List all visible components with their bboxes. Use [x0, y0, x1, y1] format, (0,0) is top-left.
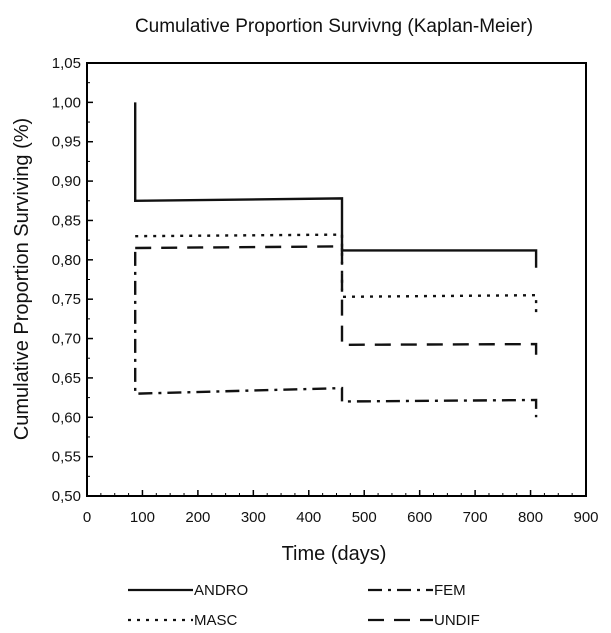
- legend: ANDRO FEM MASC UNDIF: [128, 582, 480, 629]
- y-tick-label: 0,65: [52, 370, 81, 387]
- x-tick-label: 700: [463, 509, 488, 526]
- x-tick-label: 900: [573, 509, 598, 526]
- legend-label-masc: MASC: [194, 612, 238, 629]
- chart-title: Cumulative Proportion Survivng (Kaplan-M…: [135, 16, 533, 37]
- x-tick-label: 0: [83, 509, 91, 526]
- y-tick-label: 1,05: [52, 55, 81, 72]
- series-layer: [133, 102, 538, 418]
- x-tick-label: 300: [241, 509, 266, 526]
- x-tick-label: 200: [185, 509, 210, 526]
- y-tick-label: 0,70: [52, 331, 81, 348]
- y-tick-label: 0,50: [52, 488, 81, 505]
- y-tick-label: 0,90: [52, 173, 81, 190]
- series-fem-line: [133, 251, 538, 418]
- legend-label-fem: FEM: [434, 582, 466, 599]
- y-axis-title: Cumulative Proportion Surviving (%): [11, 118, 33, 440]
- x-axis-title: Time (days): [282, 543, 387, 565]
- x-tick-label: 600: [407, 509, 432, 526]
- legend-label-andro: ANDRO: [194, 582, 248, 599]
- x-tick-label: 400: [296, 509, 321, 526]
- x-tick-label: 500: [352, 509, 377, 526]
- y-tick-label: 0,75: [52, 291, 81, 308]
- y-axis: 0,50 0,55 0,60 0,65 0,70 0,75 0,80 0,85 0,90 0,95…: [52, 55, 93, 505]
- legend-label-undif: UNDIF: [434, 612, 480, 629]
- plot-area: [86, 62, 587, 497]
- y-tick-label: 0,60: [52, 409, 81, 426]
- y-tick-label: 0,95: [52, 134, 81, 151]
- y-tick-label: 0,85: [52, 212, 81, 229]
- y-tick-label: 0,55: [52, 449, 81, 466]
- series-masc-line: [135, 233, 538, 315]
- y-tick-label: 1,00: [52, 94, 81, 111]
- y-tick-label: 0,80: [52, 252, 81, 269]
- x-tick-label: 800: [518, 509, 543, 526]
- series-andro-line: [133, 102, 538, 268]
- x-tick-label: 100: [130, 509, 155, 526]
- x-axis: 0 100 200 300 400 500 600 700 800 900: [83, 490, 599, 526]
- series-undif-line: [135, 245, 538, 363]
